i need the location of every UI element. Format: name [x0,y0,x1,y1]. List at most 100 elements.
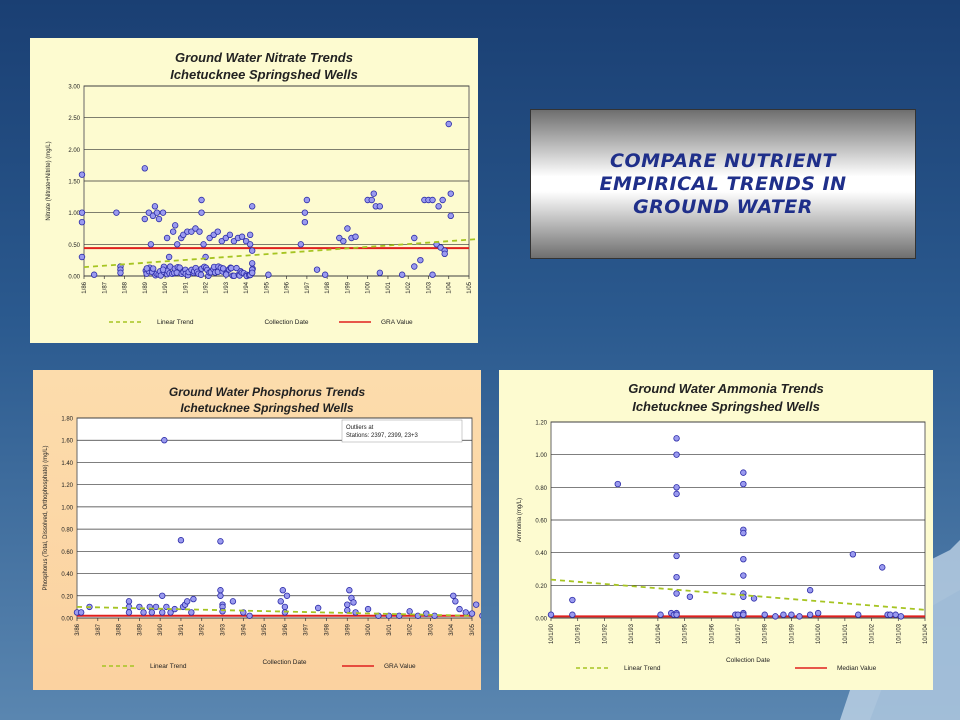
data-point [447,190,454,197]
data-point [479,612,481,619]
x-tick-label: 3/87 [96,623,102,635]
data-point [265,271,272,278]
x-tick-label: 1/98 [325,281,331,293]
data-point [462,609,469,616]
data-point [441,250,448,258]
data-point [569,611,576,618]
annotation-text: Outliers at [346,425,374,431]
y-tick-label: 1.00 [61,505,73,511]
data-point [740,555,747,563]
y-tick-label: 0.80 [61,528,73,534]
data-point [806,587,814,594]
x-tick-label: 10/1/98 [763,623,769,644]
x-tick-label: 1/02 [406,281,412,293]
data-point [301,209,309,216]
y-axis-label: Nitrate (Nitrate+Nitrite) (mg/L) [46,141,52,220]
chart-subtitle: Ichetucknee Springshed Wells [180,401,353,415]
x-tick-label: 3/88 [117,623,123,635]
data-point [673,611,680,618]
data-point [411,234,418,242]
x-tick-label: 1/03 [426,281,432,293]
data-point [364,605,372,613]
data-point [468,610,476,617]
data-point [344,225,351,232]
x-tick-label: 10/1/92 [602,623,608,644]
trend-line [83,238,476,269]
data-point [196,228,203,235]
data-point [200,241,207,248]
data-point [657,611,664,618]
data-point [183,598,191,605]
x-axis-label: Collection Date [264,319,308,326]
y-tick-label: 1.20 [535,421,547,427]
data-point [376,269,384,277]
data-point [217,538,224,545]
data-point [788,611,795,618]
data-point [248,203,256,210]
data-point [447,212,454,220]
data-point [321,271,329,278]
x-tick-label: 3/89 [137,623,143,635]
data-point [141,215,148,223]
data-point [220,265,227,272]
x-tick-label: 1/86 [82,281,88,293]
data-point [673,451,680,458]
data-point [614,480,621,488]
x-tick-label: 10/1/04 [923,623,929,644]
data-point [125,609,133,616]
x-tick-label: 10/1/03 [896,623,902,644]
data-point [188,609,195,616]
data-point [125,598,133,605]
data-point [313,266,321,273]
y-tick-label: 1.00 [535,453,547,459]
data-point [314,604,322,612]
data-point [148,609,156,616]
x-tick-label: 3/02 [408,623,414,635]
data-point [190,595,197,603]
data-point [897,613,905,620]
data-point [171,222,179,229]
data-point [147,241,155,248]
data-point [303,196,311,204]
data-point [140,609,147,616]
data-point [452,598,459,605]
data-point [229,598,237,605]
data-point [780,611,787,618]
data-point [423,610,430,617]
data-point [887,611,894,618]
x-tick-label: 1/88 [123,281,129,293]
x-tick-label: 3/90 [158,623,164,635]
chart-title: Ground Water Ammonia Trends [628,381,824,396]
data-point [248,247,256,254]
x-tick-label: 1/94 [244,281,250,293]
data-point [149,265,157,272]
data-point [197,271,205,278]
data-point [165,253,173,261]
x-tick-label: 10/1/93 [629,623,635,644]
y-tick-label: 1.20 [61,483,73,489]
y-tick-label: 0.40 [535,551,547,557]
chart-svg: Ground Water Nitrate Trends Ichetucknee S… [46,50,476,326]
data-point [90,271,98,278]
x-tick-label: 3/97 [304,623,310,635]
data-point [417,256,424,264]
x-tick-label: 3/04 [449,623,455,635]
data-point [248,269,256,277]
x-axis-label: Collection Date [726,657,770,664]
data-point [456,605,463,613]
y-tick-label: 0.00 [61,617,73,623]
data-point [547,611,555,618]
x-tick-label: 1/91 [183,281,189,293]
data-point [350,599,357,606]
chart-title: Ground Water Nitrate Trends [175,50,353,65]
x-tick-label: 3/86 [75,623,81,635]
data-point [277,598,284,605]
data-point [396,612,403,619]
data-point [673,484,680,491]
y-axis-label: Ammonia (mg/L) [517,498,523,542]
data-point [141,165,148,172]
y-tick-label: 1.80 [61,417,73,423]
data-point [740,572,747,579]
y-tick-label: 0.20 [61,594,73,600]
data-point [169,228,177,235]
